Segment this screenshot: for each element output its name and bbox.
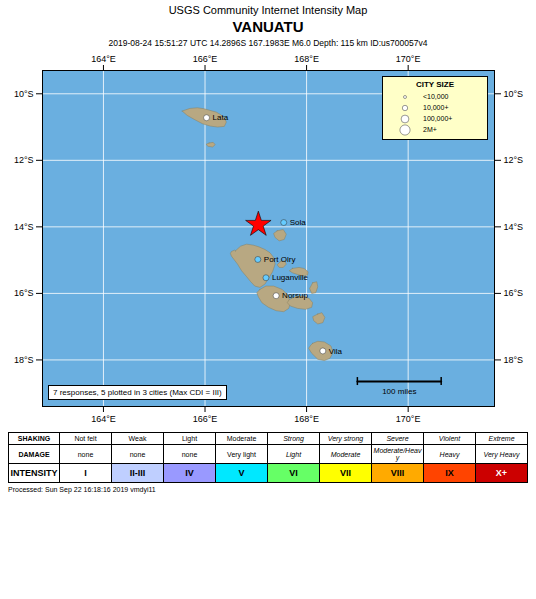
html-text:Very strong: Very strong (327, 435, 364, 442)
svg-text:Norsup: Norsup (282, 291, 308, 300)
html-text:none: none (181, 450, 198, 458)
html-text:Extreme: Extreme (488, 435, 515, 442)
html-text:Violent: Violent (438, 435, 461, 442)
html-text:none: none (77, 450, 94, 458)
svg-text:170°E: 170°E (396, 414, 421, 424)
html-text:USGS Community Internet Intens: USGS Community Internet Intensity Map (168, 4, 368, 16)
svg-text:164°E: 164°E (91, 414, 116, 424)
svg-text:2M+: 2M+ (423, 126, 437, 133)
svg-text:16°S: 16°S (504, 288, 524, 298)
svg-text:CITY SIZE: CITY SIZE (416, 80, 455, 89)
html-text:VANUATU: VANUATU (232, 18, 304, 35)
html-text:IV: IV (185, 468, 194, 478)
html-text:7 responses, 5 plotted in 3 ci: 7 responses, 5 plotted in 3 cities (Max … (53, 388, 222, 397)
html-text:Very light: Very light (227, 450, 256, 458)
svg-text:18°S: 18°S (504, 355, 524, 365)
html-text:Light: Light (285, 450, 302, 458)
svg-text:<10,000: <10,000 (423, 93, 449, 100)
html-text:VII: VII (340, 468, 351, 478)
svg-text:18°S: 18°S (14, 355, 34, 365)
html-text:Processed: Sun Sep 22 16:18:16: Processed: Sun Sep 22 16:18:16 2019 vmdy… (8, 486, 156, 493)
html-text:Very Heavy: Very Heavy (483, 450, 520, 458)
svg-text:Port Olry: Port Olry (264, 255, 296, 264)
svg-text:14°S: 14°S (14, 222, 34, 232)
svg-text:Vila: Vila (329, 347, 343, 356)
html-text:SHAKING: SHAKING (17, 435, 51, 442)
svg-text:164°E: 164°E (91, 54, 116, 64)
html-text:2019-08-24 15:51:27 UTC 14.289: 2019-08-24 15:51:27 UTC 14.2896S 167.198… (108, 38, 428, 48)
svg-text:16°S: 16°S (14, 288, 34, 298)
svg-text:168°E: 168°E (294, 54, 319, 64)
svg-text:100,000+: 100,000+ (423, 115, 452, 122)
html-text:Light: Light (181, 435, 198, 442)
svg-text:12°S: 12°S (504, 155, 524, 165)
html-text:VI: VI (289, 468, 298, 478)
html-text:X+: X+ (495, 468, 508, 478)
html-text:II-III: II-III (129, 468, 146, 478)
html-text:Moderate/Heavy: Moderate/Heavy (373, 447, 422, 461)
svg-text:166°E: 166°E (193, 414, 218, 424)
svg-text:12°S: 12°S (14, 155, 34, 165)
svg-text:10°S: 10°S (14, 89, 34, 99)
html-text:I: I (84, 468, 87, 478)
svg-text:100 miles: 100 miles (382, 387, 416, 396)
html-text:IX: IX (445, 468, 454, 478)
html-text:Moderate: Moderate (330, 450, 361, 458)
svg-text:Luganville: Luganville (272, 273, 309, 282)
html-text:Not felt: Not felt (74, 435, 97, 442)
svg-text:14°S: 14°S (504, 222, 524, 232)
svg-text:10°S: 10°S (504, 89, 524, 99)
svg-text:168°E: 168°E (294, 414, 319, 424)
html-text:none: none (129, 450, 146, 458)
html-text:Severe: Severe (386, 435, 409, 442)
html-text:Weak: Weak (128, 435, 147, 442)
html-text:Heavy: Heavy (439, 450, 460, 458)
svg-text:Sola: Sola (290, 218, 307, 227)
html-text:INTENSITY: INTENSITY (10, 468, 58, 478)
svg-text:10,000+: 10,000+ (423, 104, 449, 111)
svg-text:166°E: 166°E (193, 54, 218, 64)
html-text:V: V (238, 468, 245, 478)
svg-text:170°E: 170°E (396, 54, 421, 64)
svg-text:Lata: Lata (213, 113, 229, 122)
html-text:Strong: Strong (283, 435, 304, 442)
html-text:VIII: VIII (390, 468, 405, 478)
html-text:DAMAGE: DAMAGE (18, 450, 50, 458)
html-text:Moderate: Moderate (226, 435, 257, 442)
